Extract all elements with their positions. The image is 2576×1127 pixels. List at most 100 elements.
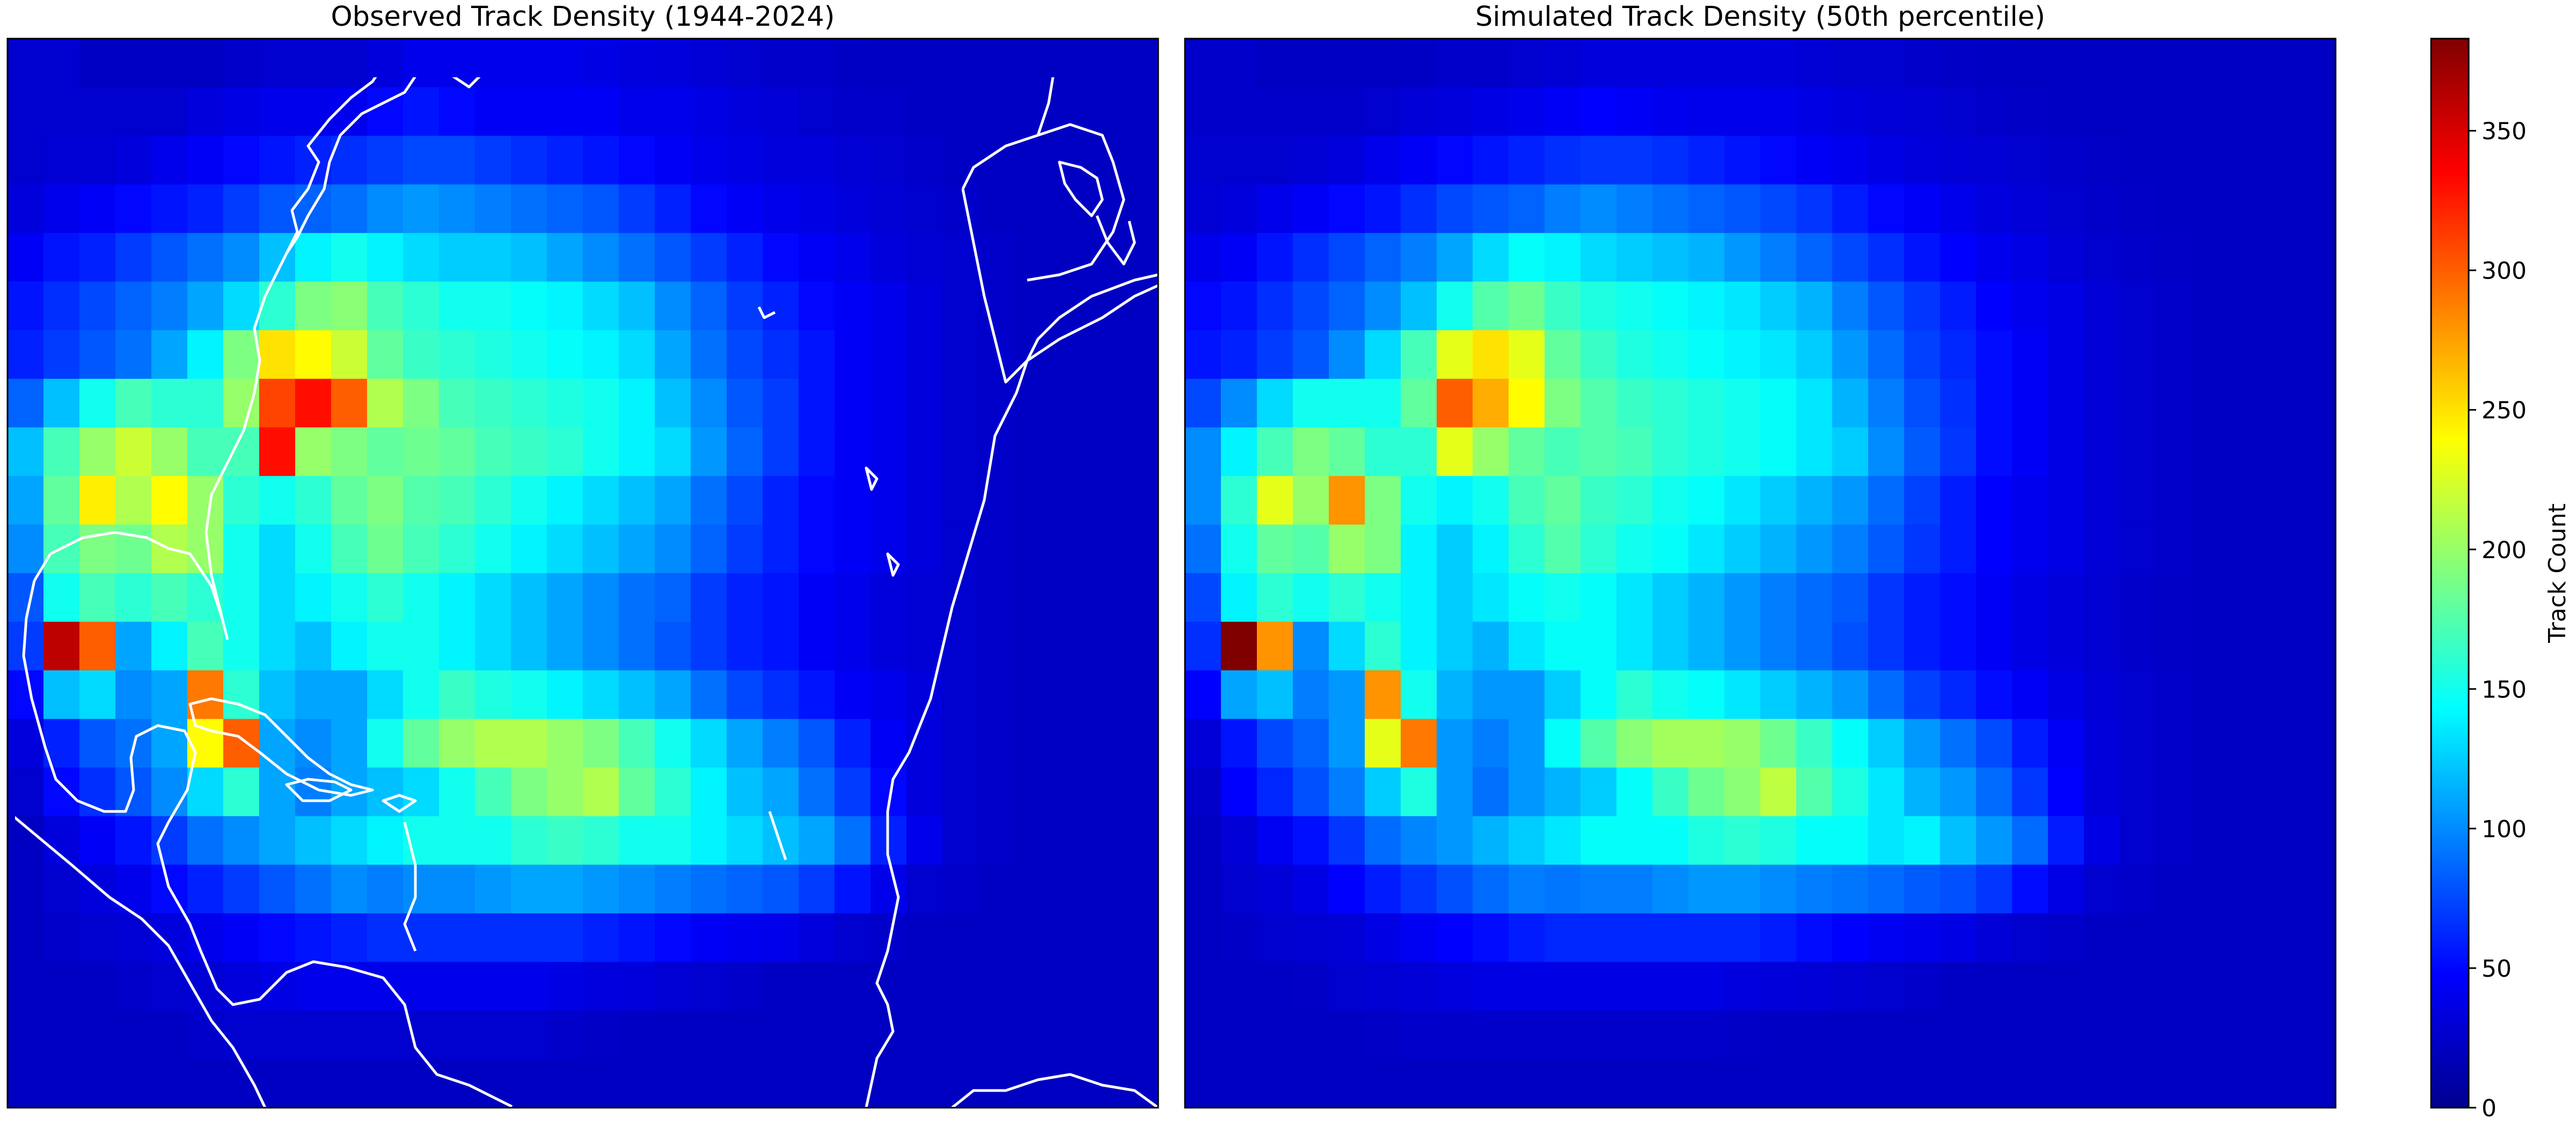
heatmap-cell [835,865,871,914]
heatmap-cell [223,136,260,185]
heatmap-cell [1616,330,1653,379]
heatmap-cell [2048,378,2084,428]
heatmap-cell [870,427,907,477]
heatmap-cell [942,670,979,720]
heatmap-cell [1832,330,1869,379]
heatmap-cell [511,719,547,768]
heatmap-cell [1086,1010,1123,1060]
plot-frame [1184,38,2337,1109]
heatmap-cell [1796,475,1833,525]
heatmap-cell [2084,1010,2120,1060]
heatmap-cell [439,184,475,233]
heatmap-cell [1401,39,1437,88]
heatmap-cell [475,719,511,768]
heatmap-cell [1868,330,1905,379]
heatmap-cell [1509,524,1545,574]
heatmap-cell [1329,621,1365,671]
heatmap-cell [870,233,907,282]
heatmap-cell [1014,767,1051,817]
heatmap-cell [259,475,296,525]
heatmap-cell [942,524,979,574]
heatmap-cell [2012,427,2048,477]
heatmap-cell [1688,87,1725,136]
heatmap-cell [799,767,835,817]
heatmap-cell [475,865,511,914]
heatmap-cell [79,719,116,768]
heatmap-cell [655,1010,691,1060]
heatmap-cell [151,184,188,233]
heatmap-cell [655,87,691,136]
heatmap-cell [906,816,943,865]
heatmap-cell [223,1010,260,1060]
heatmap-cell [619,1010,655,1060]
heatmap-cell [1050,1059,1087,1108]
heatmap-cell [1688,39,1725,88]
heatmap-cell [1545,524,1581,574]
heatmap-cell [978,87,1015,136]
heatmap-cell [1724,330,1761,379]
heatmap-cell [2120,475,2156,525]
heatmap-cell [655,427,691,477]
heatmap-cell [1086,719,1123,768]
heatmap-cell [1401,816,1437,865]
heatmap-cell [1760,670,1797,720]
heatmap-cell [547,865,583,914]
heatmap-cell [691,184,727,233]
heatmap-cell [2120,767,2156,817]
heatmap-cell [1185,865,1221,914]
heatmap-cell [1257,719,1293,768]
heatmap-cell [439,816,475,865]
heatmap-cell [1437,913,1473,962]
heatmap-cell [1014,1059,1051,1108]
heatmap-cell [1796,816,1833,865]
heatmap-cell [2192,913,2228,962]
heatmap-cell [223,475,260,525]
colorbar-tick-label: 50 [2482,955,2512,983]
heatmap-cell [511,816,547,865]
heatmap-cell [2300,865,2336,914]
heatmap-cell [1014,1010,1051,1060]
heatmap-cell [1545,427,1581,477]
heatmap-cell [1580,378,1617,428]
heatmap-cell [1257,87,1293,136]
heatmap-cell [115,621,152,671]
heatmap-cell [870,621,907,671]
heatmap-cell [1257,524,1293,574]
heatmap-cell [1796,1059,1833,1108]
heatmap-cell [475,816,511,865]
heatmap-cell [367,330,404,379]
heatmap-cell [439,767,475,817]
heatmap-cell [1940,1059,1977,1108]
heatmap-cell [1688,233,1725,282]
heatmap-cell [403,136,440,185]
heatmap-cell [367,427,404,477]
heatmap-cell [2120,136,2156,185]
colorbar-tick-label: 150 [2482,676,2527,704]
heatmap-cell [1221,475,1257,525]
heatmap-cell [2264,1059,2300,1108]
heatmap-cell [1401,1059,1437,1108]
heatmap-cell [1868,136,1905,185]
heatmap-cell [1185,136,1221,185]
heatmap-cell [2192,1010,2228,1060]
heatmap-cell [1940,962,1977,1011]
heatmap-cell [1688,621,1725,671]
heatmap-cell [691,767,727,817]
heatmap-cell [942,475,979,525]
heatmap-cell [1086,475,1123,525]
heatmap-cell [1580,621,1617,671]
heatmap-cell [1652,281,1689,331]
heatmap-cell [259,136,296,185]
heatmap-cell [1976,719,2012,768]
heatmap-cell [511,621,547,671]
heatmap-cell [1796,621,1833,671]
heatmap-cell [2048,767,2084,817]
heatmap-cell [1580,767,1617,817]
heatmap-cell [835,816,871,865]
heatmap-cell [259,913,296,962]
heatmap-cell [799,670,835,720]
heatmap-cell [1221,913,1257,962]
heatmap-cell [1724,378,1761,428]
heatmap-cell [439,330,475,379]
heatmap-cell [2048,1059,2084,1108]
